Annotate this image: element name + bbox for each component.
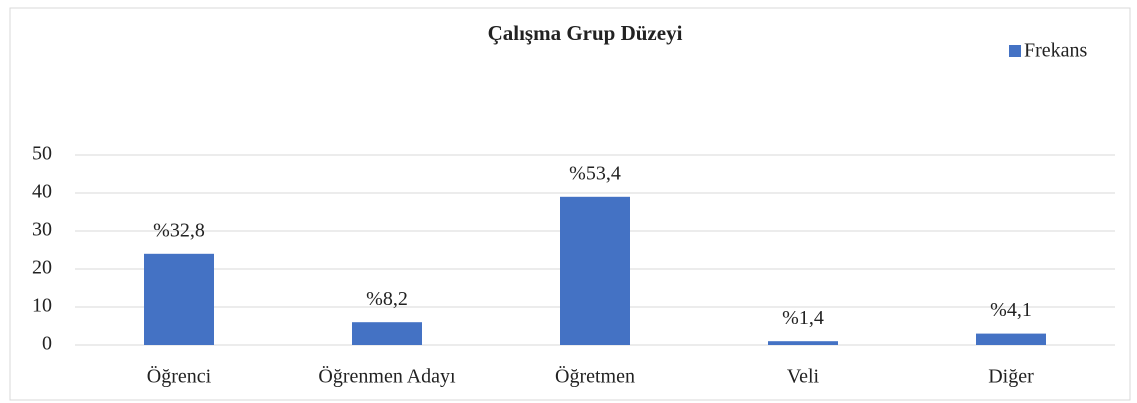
legend-swatch <box>1009 45 1021 57</box>
annotation: %53,4 <box>569 162 621 184</box>
annotation: %8,2 <box>366 288 408 310</box>
y-tick-label: 30 <box>32 219 52 241</box>
annotation: %4,1 <box>990 299 1032 321</box>
x-tick-label: Öğrenci <box>147 365 212 388</box>
y-tick-label: 50 <box>32 143 52 165</box>
bar <box>560 196 630 345</box>
x-tick-label: Veli <box>787 366 820 388</box>
x-tick-label: Öğrenmen Adayı <box>318 365 456 388</box>
bar <box>976 333 1046 345</box>
bar <box>352 322 422 345</box>
bar <box>144 253 214 345</box>
annotation: %1,4 <box>782 307 824 329</box>
bar <box>768 341 838 345</box>
y-tick-label: 0 <box>42 333 52 355</box>
chart-title: Çalışma Grup Düzeyi <box>488 21 683 45</box>
y-tick-label: 40 <box>32 181 52 203</box>
y-tick-label: 10 <box>32 295 52 317</box>
x-tick-label: Öğretmen <box>555 365 635 388</box>
x-tick-label: Diğer <box>988 366 1034 388</box>
annotation: %32,8 <box>153 219 205 241</box>
legend-label: Frekans <box>1024 40 1088 62</box>
y-tick-label: 20 <box>32 257 52 279</box>
